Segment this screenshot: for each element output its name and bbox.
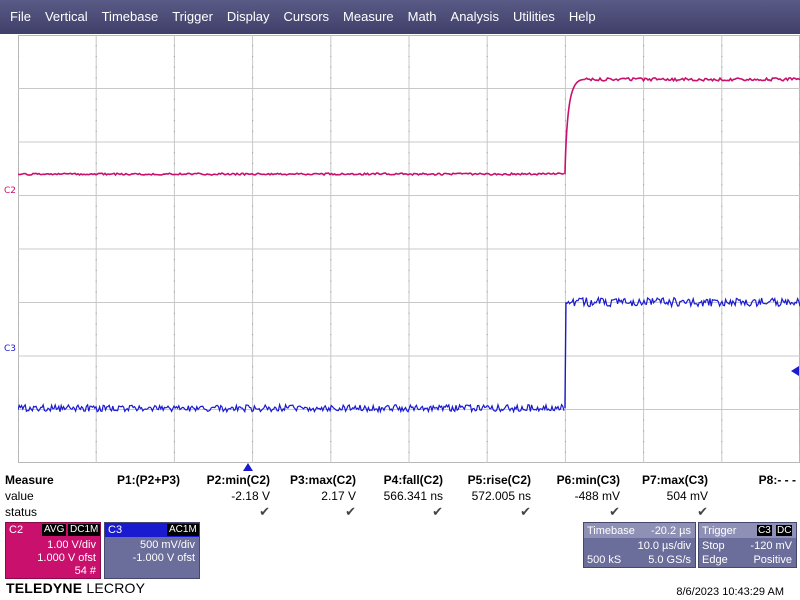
- c3-coupling-badge: AC1M: [167, 524, 199, 536]
- measure-status-label: status: [5, 504, 37, 520]
- c2-descriptor-box[interactable]: C2 AVG DC1M 1.00 V/div 1.000 V ofst 54 #: [5, 522, 101, 579]
- trigger-source-badge: C3: [757, 525, 772, 536]
- measure-table[interactable]: Measure P1:(P2+P3) P2:min(C2) P3:max(C2) P4…: [0, 472, 800, 520]
- c2-channel-marker[interactable]: C2: [4, 186, 16, 196]
- measure-param-name: P7:max(C3): [642, 472, 708, 488]
- c2-volts-per-div: 1.00 V/div: [47, 539, 96, 552]
- menu-trigger[interactable]: Trigger: [165, 0, 220, 34]
- timebase-delay: -20.2 µs: [651, 524, 691, 538]
- c3-trace-rising-edge: [565, 302, 566, 408]
- menu-timebase[interactable]: Timebase: [95, 0, 166, 34]
- measure-status-check-icon: ✔: [432, 504, 443, 520]
- c3-trace-low-before: [18, 405, 564, 412]
- menu-bar: File Vertical Timebase Trigger Display Cursor…: [0, 0, 800, 34]
- c3-channel-marker[interactable]: C3: [4, 344, 16, 354]
- menu-utilities[interactable]: Utilities: [506, 0, 562, 34]
- measure-param-value: 504 mV: [667, 488, 708, 504]
- c3-offset: -1.000 V ofst: [133, 552, 195, 565]
- menu-math[interactable]: Math: [401, 0, 444, 34]
- timebase-samples: 500 kS: [587, 553, 621, 567]
- brand-thin: LECROY: [86, 580, 145, 596]
- c2-avg-badge: AVG: [42, 524, 66, 536]
- c2-offset: 1.000 V ofst: [37, 552, 96, 565]
- measure-status-check-icon: ✔: [259, 504, 270, 520]
- measure-param-value: -488 mV: [575, 488, 620, 504]
- measure-param-value: 566.341 ns: [384, 488, 443, 504]
- measure-param-name: P4:fall(C2): [384, 472, 443, 488]
- menu-help[interactable]: Help: [562, 0, 603, 34]
- trigger-coupling-badge: DC: [776, 525, 792, 536]
- measure-status-check-icon: ✔: [345, 504, 356, 520]
- menu-measure[interactable]: Measure: [336, 0, 401, 34]
- c2-trace-high: [585, 78, 800, 81]
- timebase-label: Timebase: [587, 524, 635, 538]
- menu-file[interactable]: File: [3, 0, 38, 34]
- waveform-grid[interactable]: [18, 35, 800, 463]
- trigger-slope: Positive: [753, 553, 792, 567]
- trigger-type: Edge: [702, 553, 728, 567]
- timestamp: 8/6/2023 10:43:29 AM: [676, 586, 784, 598]
- measure-status-check-icon: ✔: [520, 504, 531, 520]
- measure-param-name: P8:- - -: [759, 472, 796, 488]
- measure-value-label: value: [5, 488, 34, 504]
- c2-trace-rising-edge: [565, 79, 585, 174]
- trigger-level-marker-icon[interactable]: [789, 366, 799, 376]
- c2-descriptor-name: C2: [9, 523, 23, 537]
- timebase-box[interactable]: Timebase -20.2 µs 10.0 µs/div 500 kS 5.0…: [583, 522, 696, 568]
- measure-status-check-icon: ✔: [609, 504, 620, 520]
- timebase-sample-rate: 5.0 GS/s: [648, 553, 691, 567]
- trigger-label: Trigger: [702, 524, 736, 538]
- menu-vertical[interactable]: Vertical: [38, 0, 95, 34]
- trigger-box[interactable]: Trigger C3 DC Stop -120 mV Edge Positive: [698, 522, 797, 568]
- c3-descriptor-box[interactable]: C3 AC1M 500 mV/div -1.000 V ofst: [104, 522, 200, 579]
- trigger-mode: Stop: [702, 539, 725, 553]
- c2-trace-low-before: [18, 173, 564, 175]
- measure-param-value: 572.005 ns: [472, 488, 531, 504]
- measure-param-name: P3:max(C2): [290, 472, 356, 488]
- measure-param-name: P2:min(C2): [207, 472, 270, 488]
- waveform-display: [18, 35, 800, 463]
- measure-param-name: P5:rise(C2): [468, 472, 531, 488]
- measure-param-value: 2.17 V: [321, 488, 356, 504]
- measure-param-value: -2.18 V: [231, 488, 270, 504]
- timebase-time-per-div: 10.0 µs/div: [638, 539, 691, 553]
- menu-cursors[interactable]: Cursors: [277, 0, 337, 34]
- c2-sweep-count: 54 #: [75, 565, 96, 578]
- trigger-time-marker-icon[interactable]: [243, 463, 253, 471]
- menu-display[interactable]: Display: [220, 0, 277, 34]
- trigger-level: -120 mV: [750, 539, 792, 553]
- c3-volts-per-div: 500 mV/div: [140, 539, 195, 552]
- c2-coupling-badge: DC1M: [68, 524, 100, 536]
- measure-param-name: P6:min(C3): [557, 472, 620, 488]
- brand-logo: TELEDYNE LECROY: [6, 580, 145, 596]
- brand-bold: TELEDYNE: [6, 580, 82, 596]
- measure-status-check-icon: ✔: [697, 504, 708, 520]
- measure-param-name: P1:(P2+P3): [117, 472, 180, 488]
- menu-analysis[interactable]: Analysis: [444, 0, 506, 34]
- measure-header-label: Measure: [5, 472, 54, 488]
- c3-descriptor-name: C3: [108, 523, 122, 537]
